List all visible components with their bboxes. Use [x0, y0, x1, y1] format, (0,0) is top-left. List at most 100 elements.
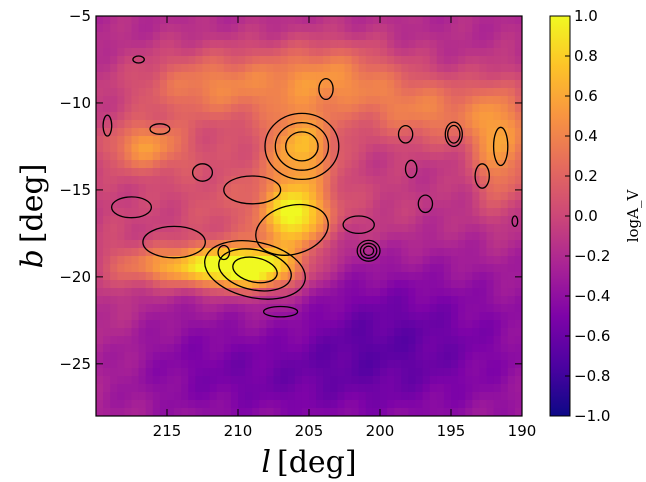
heatmap-cell: [266, 264, 275, 273]
heatmap-cell: [429, 192, 438, 201]
heatmap-cell: [323, 16, 331, 25]
heatmap-cell: [117, 376, 125, 385]
heatmap-cell: [245, 96, 253, 105]
heatmap-cell: [280, 288, 289, 297]
heatmap-cell: [351, 240, 360, 249]
heatmap-cell: [337, 224, 346, 233]
heatmap-cell: [372, 16, 381, 25]
heatmap-cell: [394, 328, 402, 337]
heatmap-cell: [330, 192, 338, 201]
heatmap-cell: [301, 264, 310, 273]
heatmap-cell: [209, 64, 218, 73]
heatmap-cell: [472, 32, 480, 41]
heatmap-cell: [316, 368, 324, 377]
heatmap-cell: [152, 160, 161, 169]
heatmap-cell: [372, 296, 381, 305]
heatmap-cell: [96, 352, 104, 361]
heatmap-cell: [152, 144, 161, 153]
heatmap-cell: [174, 272, 182, 281]
heatmap-cell: [103, 256, 111, 265]
heatmap-cell: [479, 128, 488, 137]
heatmap-cell: [486, 240, 495, 249]
heatmap-cell: [259, 208, 267, 217]
heatmap-cell: [188, 64, 196, 73]
heatmap-cell: [316, 24, 324, 33]
heatmap-cell: [117, 104, 125, 113]
heatmap-cell: [188, 304, 196, 313]
heatmap-cell: [245, 112, 253, 121]
heatmap-cell: [103, 216, 111, 225]
heatmap-cell: [344, 408, 353, 416]
heatmap-cell: [472, 56, 480, 65]
heatmap-cell: [230, 408, 239, 416]
heatmap-cell: [174, 16, 182, 25]
heatmap-cell: [259, 320, 267, 329]
heatmap-cell: [408, 16, 417, 25]
heatmap-cell: [202, 80, 211, 89]
heatmap-cell: [316, 216, 324, 225]
heatmap-cell: [507, 24, 516, 33]
heatmap-cell: [266, 384, 275, 393]
heatmap-cell: [422, 40, 431, 49]
heatmap-cell: [117, 168, 125, 177]
colorbar-tick-label: 0.6: [574, 87, 598, 105]
heatmap-cell: [415, 56, 424, 65]
heatmap-cell: [465, 304, 473, 313]
heatmap-cell: [152, 384, 161, 393]
heatmap-cell: [167, 384, 175, 393]
heatmap-cell: [330, 112, 338, 121]
heatmap-cell: [230, 72, 239, 81]
heatmap-cell: [238, 352, 246, 361]
heatmap-cell: [273, 144, 282, 153]
heatmap-cell: [124, 328, 133, 337]
heatmap-cell: [252, 72, 260, 81]
heatmap-cell: [152, 48, 161, 57]
heatmap-cell: [181, 144, 189, 153]
heatmap-cell: [124, 304, 133, 313]
heatmap-cell: [479, 272, 488, 281]
heatmap-cell: [337, 40, 346, 49]
heatmap-cell: [266, 200, 275, 209]
heatmap-cell: [458, 160, 466, 169]
heatmap-cell: [174, 256, 182, 265]
heatmap-cell: [301, 192, 310, 201]
heatmap-cell: [387, 80, 395, 89]
heatmap-cell: [152, 272, 161, 281]
heatmap-cell: [216, 248, 225, 257]
heatmap-cell: [230, 256, 239, 265]
heatmap-cell: [486, 304, 495, 313]
heatmap-cell: [294, 368, 303, 377]
heatmap-cell: [309, 280, 317, 289]
heatmap-cell: [159, 208, 168, 217]
heatmap-cell: [167, 368, 175, 377]
heatmap-cell: [259, 112, 267, 121]
heatmap-cell: [401, 192, 409, 201]
heatmap-cell: [181, 336, 189, 345]
heatmap-cell: [280, 152, 289, 161]
heatmap-cell: [245, 72, 253, 81]
heatmap-cell: [238, 144, 246, 153]
heatmap-cell: [408, 400, 417, 409]
heatmap-cell: [273, 128, 282, 137]
heatmap-cell: [174, 360, 182, 369]
heatmap-cell: [351, 32, 360, 41]
heatmap-cell: [479, 176, 488, 185]
heatmap-cell: [358, 272, 367, 281]
heatmap-cell: [323, 80, 331, 89]
heatmap-cell: [493, 80, 502, 89]
heatmap-cell: [103, 320, 111, 329]
heatmap-cell: [238, 32, 246, 41]
heatmap-cell: [486, 400, 495, 409]
heatmap-cell: [167, 360, 175, 369]
heatmap-cell: [415, 272, 424, 281]
heatmap-cell: [493, 216, 502, 225]
heatmap-cell: [316, 176, 324, 185]
heatmap-cell: [238, 376, 246, 385]
heatmap-cell: [223, 120, 232, 129]
heatmap-cell: [266, 280, 275, 289]
heatmap-cell: [181, 64, 189, 73]
heatmap-cell: [500, 216, 509, 225]
heatmap-cell: [415, 104, 424, 113]
heatmap-cell: [209, 232, 218, 241]
heatmap-cell: [252, 400, 260, 409]
